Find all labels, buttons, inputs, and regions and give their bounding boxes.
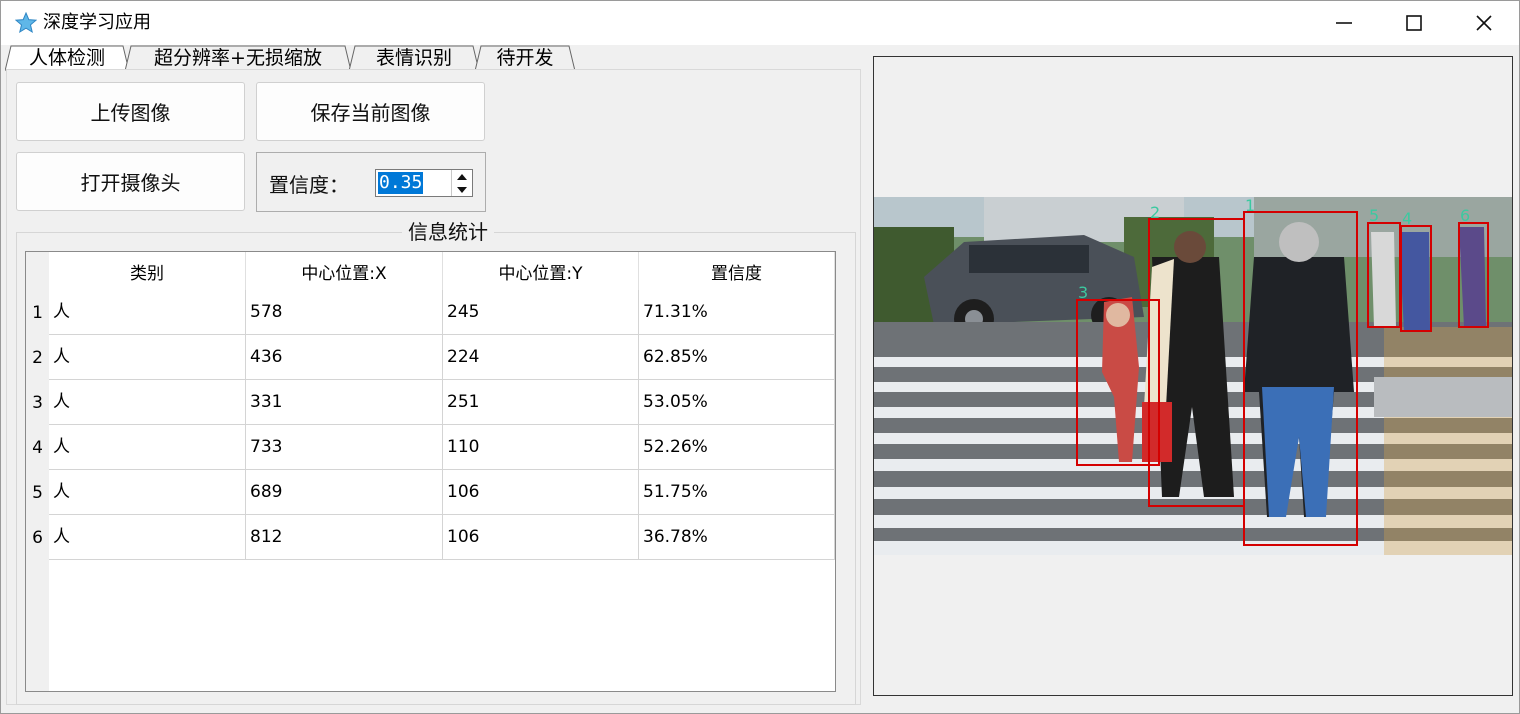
table-cell-y[interactable]: 224	[443, 335, 639, 380]
detection-box	[1367, 222, 1401, 328]
window-title: 深度学习应用	[43, 12, 151, 33]
tab-expression[interactable]: 表情识别	[349, 45, 479, 71]
table-cell-class[interactable]: 人	[49, 290, 246, 335]
stats-group: 信息统计	[16, 219, 856, 705]
minimize-icon	[1336, 22, 1352, 24]
row-number[interactable]: 1	[32, 302, 43, 323]
table-cell-class[interactable]: 人	[49, 380, 246, 425]
table-cell-confidence[interactable]: 52.26%	[639, 425, 835, 470]
row-header-column	[26, 252, 49, 691]
upload-image-button[interactable]: 上传图像	[16, 82, 245, 141]
table-cell-confidence[interactable]: 36.78%	[639, 515, 835, 560]
tab-label: 超分辨率+无损缩放	[154, 47, 322, 69]
detection-label: 6	[1460, 206, 1470, 225]
table-cell-confidence[interactable]: 51.75%	[639, 470, 835, 515]
tab-body-detection[interactable]: 人体检测	[5, 45, 129, 71]
detection-label: 3	[1078, 283, 1088, 302]
maximize-icon	[1406, 15, 1422, 31]
row-number[interactable]: 2	[32, 347, 43, 368]
confidence-label: 置信度：	[269, 173, 349, 197]
spin-down-button[interactable]	[452, 183, 472, 196]
spin-arrows	[451, 170, 472, 196]
table-cell-y[interactable]: 251	[443, 380, 639, 425]
tab-label: 待开发	[496, 47, 554, 69]
stats-group-title: 信息统计	[402, 219, 494, 245]
detection-label: 2	[1150, 203, 1160, 222]
tab-label: 表情识别	[375, 47, 452, 69]
confidence-value[interactable]: 0.35	[378, 172, 424, 194]
row-number[interactable]: 6	[32, 527, 43, 548]
table-cell-class[interactable]: 人	[49, 425, 246, 470]
detection-box	[1458, 222, 1489, 328]
triangle-up-icon	[457, 173, 467, 180]
maximize-button[interactable]	[1379, 1, 1449, 45]
detection-label: 5	[1369, 206, 1379, 225]
table-cell-class[interactable]: 人	[49, 515, 246, 560]
table-cell-x[interactable]: 436	[246, 335, 443, 380]
row-number[interactable]: 3	[32, 392, 43, 413]
triangle-down-icon	[457, 186, 467, 193]
table-cell-confidence[interactable]: 62.85%	[639, 335, 835, 380]
save-image-button[interactable]: 保存当前图像	[256, 82, 485, 141]
column-header-confidence[interactable]: 置信度	[639, 252, 835, 290]
minimize-button[interactable]	[1309, 1, 1379, 45]
row-number[interactable]: 4	[32, 437, 43, 458]
spin-up-button[interactable]	[452, 170, 472, 183]
confidence-spinbox[interactable]: 0.35	[375, 169, 473, 197]
table-cell-x[interactable]: 331	[246, 380, 443, 425]
close-icon	[1476, 15, 1492, 31]
star-icon	[15, 12, 37, 34]
table-cell-x[interactable]: 812	[246, 515, 443, 560]
open-camera-button[interactable]: 打开摄像头	[16, 152, 245, 211]
detection-label: 4	[1402, 209, 1412, 228]
detection-boxes	[1076, 211, 1489, 546]
table-cell-x[interactable]: 578	[246, 290, 443, 335]
table-cell-y[interactable]: 110	[443, 425, 639, 470]
table-cell-class[interactable]: 人	[49, 335, 246, 380]
detection-label: 1	[1245, 197, 1255, 215]
title-bar[interactable]: 深度学习应用	[1, 1, 1519, 45]
table-cell-y[interactable]: 106	[443, 515, 639, 560]
street-crossing-photo: 1 2 3 4 5 6	[874, 197, 1512, 555]
stats-table[interactable]: 类别 中心位置:X 中心位置:Y 置信度 1 人 578 245 71.31% …	[25, 251, 836, 692]
table-cell-x[interactable]: 689	[246, 470, 443, 515]
table-cell-y[interactable]: 106	[443, 470, 639, 515]
close-button[interactable]	[1449, 1, 1519, 45]
detection-box	[1076, 299, 1160, 466]
tab-label: 人体检测	[28, 47, 105, 69]
table-cell-confidence[interactable]: 53.05%	[639, 380, 835, 425]
table-cell-y[interactable]: 245	[443, 290, 639, 335]
column-header-center-y[interactable]: 中心位置:Y	[443, 252, 639, 290]
row-number[interactable]: 5	[32, 482, 43, 503]
table-corner[interactable]	[26, 252, 49, 290]
image-preview: 1 2 3 4 5 6	[873, 56, 1513, 696]
table-cell-class[interactable]: 人	[49, 470, 246, 515]
column-header-center-x[interactable]: 中心位置:X	[246, 252, 443, 290]
column-header-class[interactable]: 类别	[49, 252, 246, 290]
table-cell-x[interactable]: 733	[246, 425, 443, 470]
tab-super-resolution[interactable]: 超分辨率+无损缩放	[125, 45, 351, 71]
detection-box	[1148, 218, 1245, 507]
confidence-control: 置信度： 0.35	[256, 152, 486, 212]
table-cell-confidence[interactable]: 71.31%	[639, 290, 835, 335]
tab-todo[interactable]: 待开发	[475, 45, 575, 71]
